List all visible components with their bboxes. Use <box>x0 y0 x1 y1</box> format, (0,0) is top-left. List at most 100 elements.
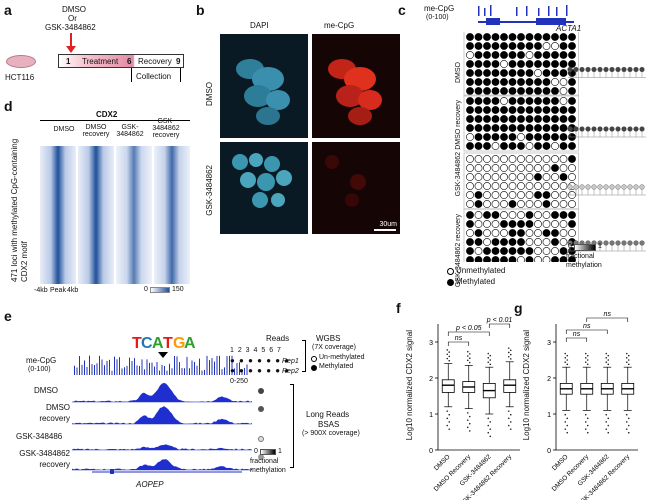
e-unmeth-icon <box>311 356 317 362</box>
c-lollipop <box>639 240 645 246</box>
c-cpg-dot <box>559 87 568 95</box>
c-cpg-dot <box>466 33 474 41</box>
treatment-arrow <box>70 33 72 49</box>
c-cpg-dot <box>466 60 474 68</box>
box-outlier <box>487 424 490 427</box>
e-rep-dots-1: ● ● ● ● ● ● ● <box>230 356 291 365</box>
c-cpg-dot <box>500 182 508 190</box>
e-cpg-bar <box>181 368 183 375</box>
c-cpg-dot <box>534 78 542 86</box>
c-cpg-dot <box>517 115 525 123</box>
sig-label: ns <box>455 335 463 342</box>
timeline-day-1: 1 <box>66 57 71 66</box>
dapi-dmso-cells <box>236 59 290 125</box>
box-outlier <box>627 431 630 434</box>
c-cpg-dot <box>568 115 576 123</box>
c-cpg-dot <box>525 182 534 190</box>
c-cpg-dot <box>551 164 559 172</box>
c-cpg-dot <box>500 229 508 237</box>
sig-bracket <box>565 337 588 342</box>
c-cpg-dot <box>542 211 551 219</box>
c-cpg-dot <box>517 238 525 246</box>
c-cpg-dot <box>551 51 559 59</box>
c-cpg-dot <box>568 211 576 219</box>
panel-f-label: f <box>396 300 401 316</box>
box-outlier <box>487 352 490 355</box>
c-lollipop <box>615 126 621 132</box>
box-outlier <box>509 349 512 352</box>
box-outlier <box>627 359 630 361</box>
box-outlier <box>584 428 587 430</box>
c-cpg-dot <box>525 51 534 59</box>
c-lollipop <box>627 184 633 190</box>
c-cpg-dot <box>491 200 500 208</box>
c-cpg-dot <box>551 200 559 208</box>
c-cpg-dot <box>474 106 483 114</box>
c-cpg-dot <box>466 247 474 255</box>
e-cpg-bar <box>176 356 178 375</box>
cell-line-label: HCT116 <box>5 73 35 82</box>
box-outlier <box>564 357 567 359</box>
c-cpg-dot <box>483 229 491 237</box>
c-cpg-dot <box>542 182 551 190</box>
e-scale-max: 1 <box>278 448 282 455</box>
c-cpg-dot <box>466 182 474 190</box>
c-cpg-dot <box>474 124 483 132</box>
c-cpg-dot <box>500 191 508 199</box>
c-cpg-dot <box>542 164 551 172</box>
mecpg-gsk-cells <box>325 155 366 207</box>
c-cpg-dot <box>551 69 559 77</box>
c-cpg-dot <box>534 69 542 77</box>
box-outlier <box>466 419 469 421</box>
e-cpg-bar <box>96 363 98 375</box>
c-cpg-dot <box>474 42 483 50</box>
box-outlier <box>564 413 567 416</box>
c-cpg-dot <box>551 173 559 181</box>
c-cpg-dot <box>508 124 517 132</box>
c-cpg-dot <box>500 256 508 262</box>
e-track-2: DMSO recovery <box>39 403 70 423</box>
e-signal-track-4 <box>72 459 252 470</box>
c-cpg-dot <box>559 164 568 172</box>
c-cpg-dot <box>551 33 559 41</box>
y-tick-label: 3 <box>429 340 433 347</box>
c-cpg-dot <box>559 220 568 228</box>
c-cpg-dot <box>500 200 508 208</box>
c-cpg-dot <box>534 229 542 237</box>
box-outlier <box>627 354 630 357</box>
e-track-4: GSK-3484862 recovery <box>19 449 70 469</box>
box-outlier <box>466 426 469 429</box>
box-body <box>503 379 517 393</box>
box-outlier <box>607 424 610 427</box>
e-cpg-bar <box>169 363 170 375</box>
c-track-plot <box>478 5 574 25</box>
c-cpg-dot <box>466 51 474 59</box>
e-cpg-bar <box>204 369 205 375</box>
e-cpg-bar <box>209 360 210 375</box>
c-cpg-dot <box>483 133 491 141</box>
box-outlier <box>507 417 510 420</box>
e-cpg-bar <box>111 370 113 375</box>
c-lollipop <box>567 240 573 246</box>
c-lollipop <box>591 184 597 190</box>
c-cpg-dot <box>534 173 542 181</box>
c-cpg-dot <box>525 133 534 141</box>
c-cpg-dot <box>483 182 491 190</box>
box-outlier <box>507 351 510 354</box>
e-cpg-bar <box>86 366 88 375</box>
box-outlier <box>605 361 608 363</box>
c-cpg-dot <box>474 115 483 123</box>
e-cpg-bar <box>241 370 243 375</box>
c-cpg-dot <box>542 142 551 150</box>
c-cpg-dot <box>500 78 508 86</box>
c-cpg-dot <box>466 133 474 141</box>
c-cpg-dot <box>483 106 491 114</box>
treatment-arrow-head <box>66 46 76 53</box>
x-tick-label: DMSO Recovery <box>433 453 473 493</box>
c-cpg-dot <box>525 78 534 86</box>
y-tick-label: 0 <box>429 448 433 455</box>
c-cpg-dot <box>517 69 525 77</box>
box-outlier <box>468 353 471 355</box>
c-cpg-dot <box>559 69 568 77</box>
e-cpg-bar <box>109 359 110 375</box>
